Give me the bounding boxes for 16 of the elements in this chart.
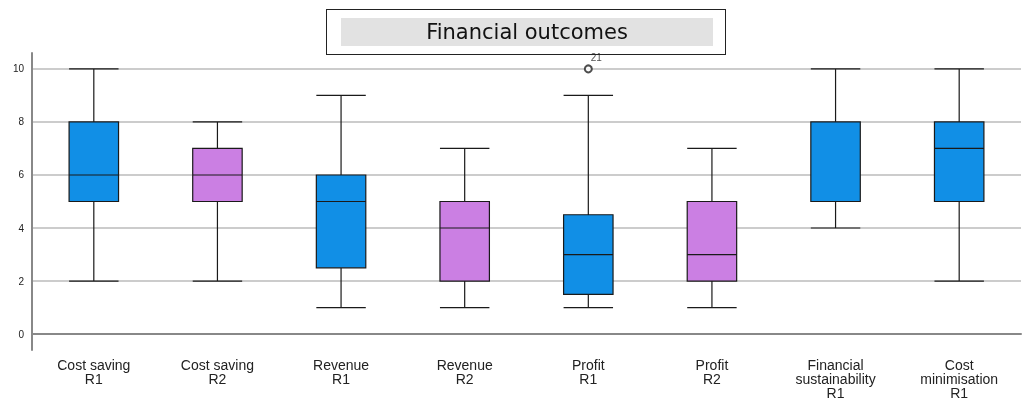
y-tick-label: 4	[18, 222, 25, 234]
x-tick-label: Cost saving R1	[57, 357, 131, 387]
x-tick-label: Revenue R2	[436, 357, 493, 387]
y-tick-label: 8	[18, 116, 25, 128]
x-tick-label: Cost minimisation R1	[920, 357, 999, 400]
x-tick-label: Financial sustainability R1	[795, 357, 876, 400]
chart-title: Financial outcomes	[341, 18, 713, 46]
x-tick-label: Profit R2	[695, 357, 729, 387]
y-tick-label: 0	[18, 328, 25, 340]
x-tick-label: Revenue R1	[313, 357, 370, 387]
y-tick-label: 10	[12, 63, 25, 75]
x-tick-label: Cost saving R2	[180, 357, 255, 387]
y-tick-label: 2	[18, 275, 25, 287]
x-tick-label: Profit R1	[571, 357, 605, 387]
y-tick-label: 6	[18, 169, 25, 181]
title-frame: Financial outcomes	[326, 9, 726, 55]
